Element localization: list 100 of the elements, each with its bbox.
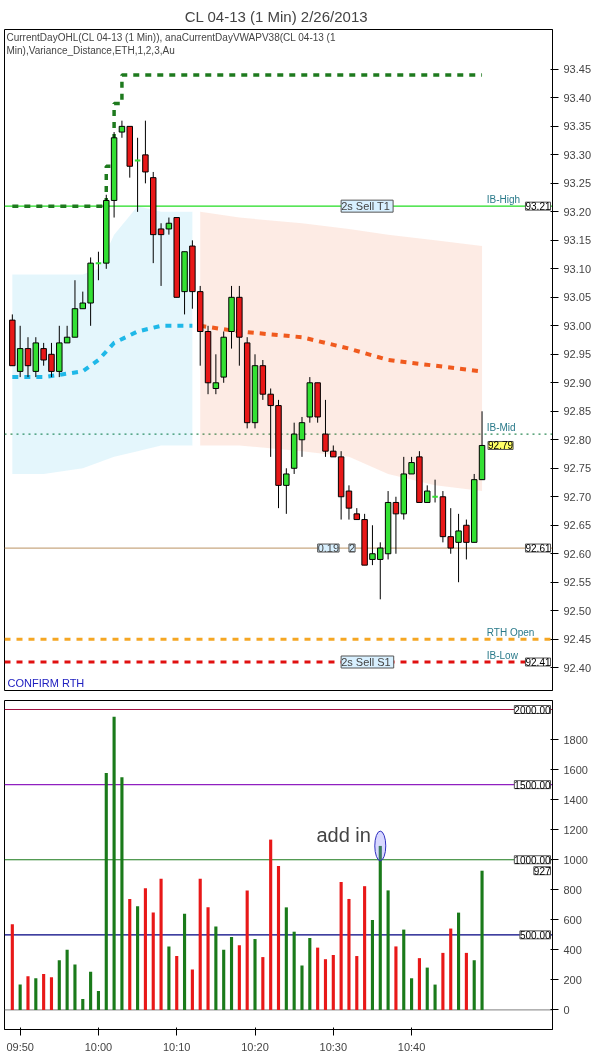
bar (292, 931, 296, 1010)
y-tick-label: 93.25 (563, 177, 592, 190)
annotation: 92.41 (525, 657, 551, 669)
y-tick-label: 1200 (563, 823, 588, 836)
y-tick-label: 92.90 (563, 376, 592, 389)
candlestick (212, 353, 220, 395)
annotation: 500.00 (519, 929, 551, 941)
bar (472, 960, 476, 1010)
y-tick-label: 200 (563, 973, 582, 986)
x-tick-label: 10:20 (241, 1040, 269, 1053)
annotation: 0.19 (317, 542, 340, 555)
bar (206, 907, 210, 1010)
bar (402, 929, 406, 1010)
bar (237, 945, 241, 1010)
bar (417, 958, 421, 1010)
y-tick-label: 92.60 (563, 547, 592, 560)
bar (480, 870, 484, 1010)
bar (308, 938, 312, 1010)
bar (449, 928, 453, 1010)
bar (363, 886, 367, 1010)
y-tick-label: 400 (563, 943, 582, 956)
bar (229, 936, 234, 1010)
bar (73, 964, 77, 1010)
candlestick (142, 120, 149, 184)
bar (57, 960, 61, 1010)
y-tick-label: 800 (563, 883, 582, 896)
y-tick-label: 92.65 (563, 519, 592, 532)
bar (284, 907, 288, 1010)
bar (81, 999, 85, 1010)
bar (182, 913, 187, 1010)
y-tick-label: 93.45 (563, 63, 592, 76)
bar (339, 881, 343, 1010)
annotation: 927 (533, 865, 551, 877)
bar (261, 957, 265, 1010)
bar (198, 878, 202, 1010)
bar (433, 984, 437, 1010)
y-tick-label: 93.15 (563, 234, 592, 247)
y-tick-label: 600 (563, 913, 582, 926)
bar (245, 890, 249, 1010)
annotation: CurrentDayOHL(CL 04-13 (1 Min)), anaCurrentDayVWAPV38(CL 04-13 (1 Min),Variance_Distance,ETH,1,2,3,Au (6, 31, 336, 56)
bar (34, 978, 38, 1010)
y-tick-label: 92.45 (563, 633, 592, 646)
y-tick-label: 1600 (563, 763, 588, 776)
bar (253, 939, 257, 1010)
x-tick-label: 10:10 (162, 1040, 191, 1053)
bar (151, 912, 155, 1010)
bar (214, 926, 218, 1010)
annotation: 1000.00 (514, 854, 551, 866)
bar (18, 984, 22, 1010)
y-tick-label: 92.70 (563, 490, 592, 503)
y-tick-label: 1000 (563, 853, 588, 866)
y-tick-label: 92.40 (563, 661, 592, 674)
bar (26, 976, 30, 1010)
bar (167, 946, 171, 1010)
x-tick-label: 10:00 (84, 1040, 113, 1053)
annotation: CONFIRM RTH (7, 676, 85, 689)
x-tick-label: 10:40 (397, 1040, 426, 1053)
y-tick-label: 1800 (563, 733, 588, 746)
bar (323, 959, 328, 1010)
bar (42, 974, 46, 1010)
annotation: 92.79 (488, 440, 514, 452)
chart-title: CL 04-13 (1 Min) 2/26/2013 (184, 7, 368, 25)
bar (441, 952, 445, 1010)
bar (425, 967, 429, 1010)
y-tick-label: 92.85 (563, 405, 592, 418)
y-tick-label: 93.30 (563, 148, 592, 161)
y-tick-label: 92.80 (563, 433, 592, 446)
bar (190, 969, 194, 1010)
bar (410, 978, 414, 1010)
y-tick-label: 93.40 (563, 91, 592, 104)
bar (331, 954, 335, 1010)
bar (175, 956, 179, 1010)
bar (49, 977, 54, 1010)
bar (347, 898, 351, 1010)
y-tick-label: 92.55 (563, 576, 592, 589)
bar (394, 946, 398, 1010)
annotation: 92.61 (525, 543, 551, 555)
y-tick-label: 92.50 (563, 604, 592, 617)
bar (370, 919, 375, 1010)
y-tick-label: 93.35 (563, 120, 592, 133)
annotation: 1500.00 (514, 779, 551, 791)
y-tick-label: 92.95 (563, 348, 592, 361)
bar (276, 866, 281, 1010)
x-tick-label: 09:50 (6, 1040, 34, 1053)
bar (10, 924, 14, 1010)
bar (65, 949, 69, 1010)
bar (269, 839, 273, 1010)
y-tick-label: 1400 (563, 793, 588, 806)
bar (355, 956, 359, 1010)
bar (386, 890, 390, 1010)
ref-line-label: RTH Open (486, 627, 535, 639)
y-tick-label: 93.10 (563, 262, 592, 275)
y-tick-label: 0 (563, 1003, 570, 1016)
annotation: 2 (348, 542, 356, 555)
bar (96, 990, 101, 1010)
bar (464, 952, 468, 1010)
ref-line-label: IB-Low (486, 650, 519, 662)
bar (222, 949, 226, 1010)
x-tick-label: 10:30 (319, 1040, 348, 1053)
bar (300, 965, 304, 1010)
